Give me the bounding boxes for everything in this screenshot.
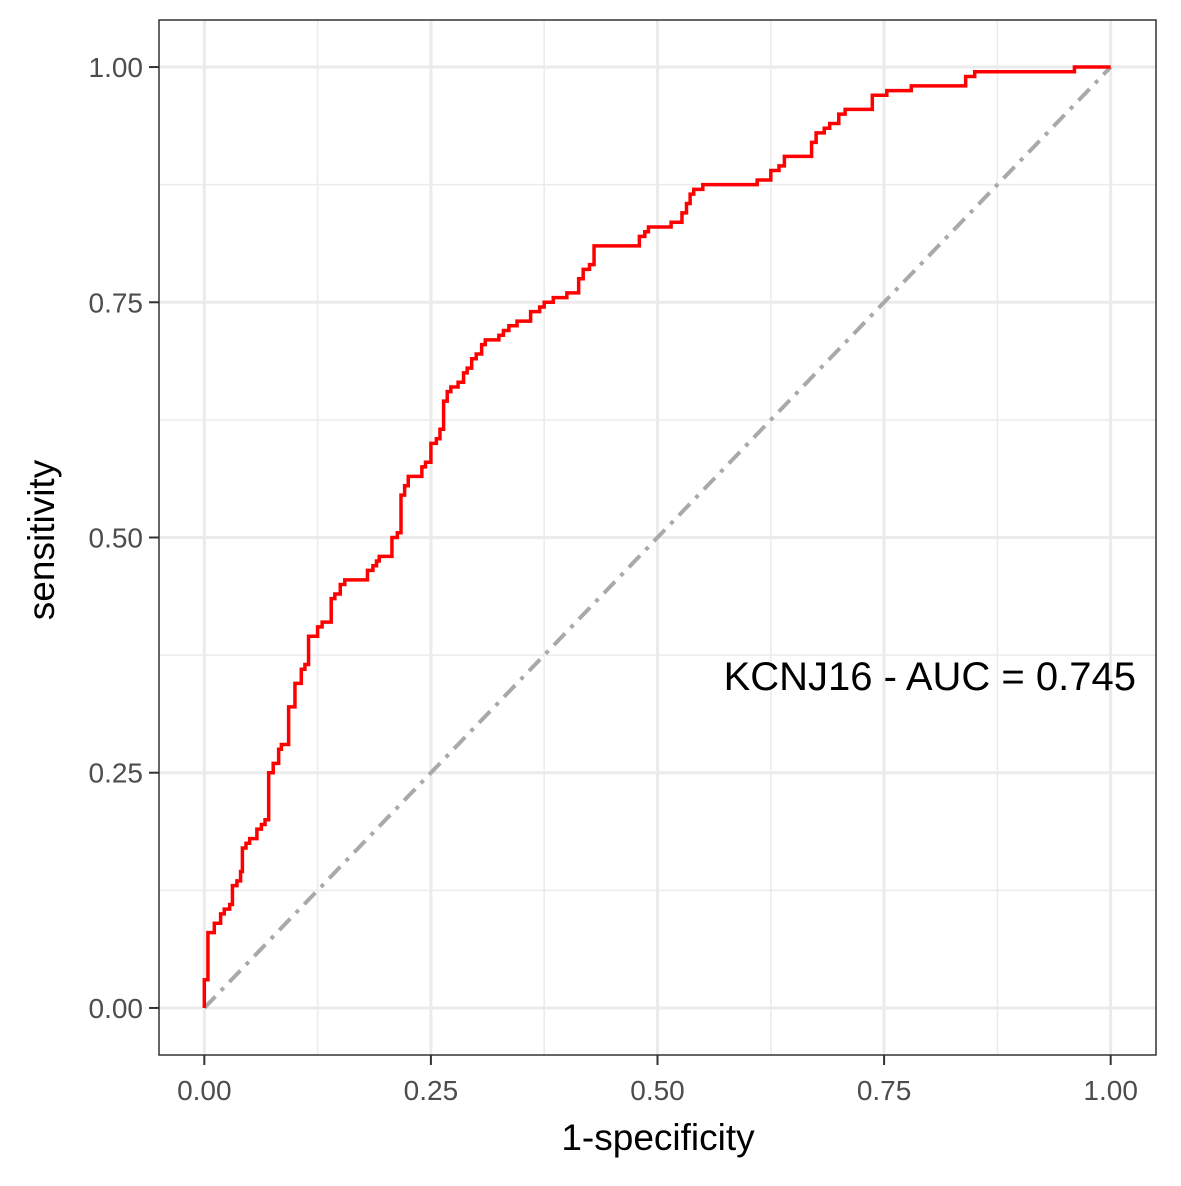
series-layer	[202, 65, 1113, 1010]
y-tick-label: 0.75	[89, 287, 144, 318]
x-tick-label: 0.25	[404, 1075, 459, 1106]
auc-annotation: KCNJ16 - AUC = 0.745	[724, 655, 1136, 699]
y-tick-label: 0.25	[89, 758, 144, 789]
reference-diagonal-line	[202, 65, 1113, 1010]
y-tick-label: 0.50	[89, 523, 144, 554]
x-tick-label: 0.75	[857, 1075, 912, 1106]
x-tick-label: 0.50	[630, 1075, 685, 1106]
x-axis-title: 1-specificity	[561, 1117, 755, 1158]
y-axis-title: sensitivity	[21, 459, 62, 620]
tick-layer: 0.00 0.25 0.50 0.75 1.00 0.00 0.25 0.50 0.75 1.00	[89, 52, 1138, 1106]
y-tick-label: 0.00	[89, 993, 144, 1024]
roc-curve-line	[202, 65, 1111, 1008]
x-tick-label: 1.00	[1083, 1075, 1138, 1106]
y-tick-label: 1.00	[89, 52, 144, 83]
x-tick-label: 0.00	[177, 1075, 232, 1106]
